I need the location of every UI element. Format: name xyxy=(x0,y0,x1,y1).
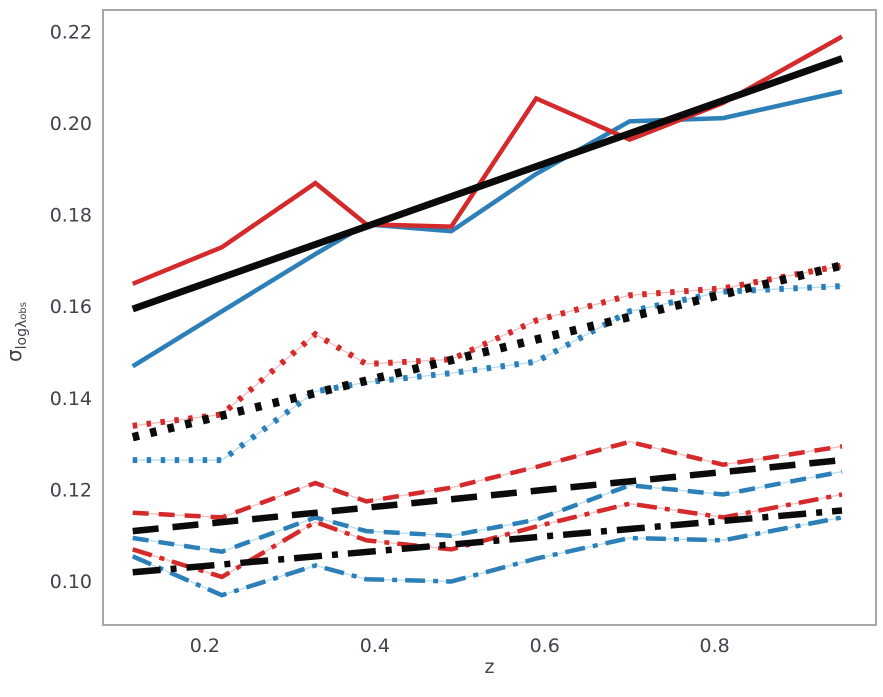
series-red-solid xyxy=(131,34,844,286)
y-axis-label-sub: logλ xyxy=(14,319,30,350)
series-blue-dotted-connector xyxy=(132,285,843,461)
series-blue-solid xyxy=(131,89,843,369)
series-black-dashdot-fit xyxy=(132,507,843,576)
x-axis-label: z xyxy=(484,656,495,678)
plot-border xyxy=(102,9,877,626)
series-red-dashed xyxy=(132,439,843,520)
x-tick-label: 0.8 xyxy=(699,635,729,657)
y-tick-label: 0.10 xyxy=(50,571,92,593)
x-tick-label: 0.4 xyxy=(360,635,390,657)
y-tick-label: 0.16 xyxy=(50,296,92,318)
y-axis-label: σlogλobs xyxy=(2,272,30,392)
series-blue-dashdot xyxy=(131,515,843,598)
y-tick-label: 0.14 xyxy=(50,388,92,410)
x-tick-label: 0.2 xyxy=(190,635,220,657)
y-axis-label-subsub: obs xyxy=(18,302,29,320)
y-tick-label: 0.22 xyxy=(50,22,92,44)
y-tick-label: 0.12 xyxy=(50,479,92,501)
series-black-dotted-fit xyxy=(131,261,843,442)
series-blue-dashed xyxy=(132,469,843,555)
series-black-solid-fit xyxy=(131,55,844,313)
y-tick-label: 0.18 xyxy=(50,205,92,227)
series-red-dotted xyxy=(132,262,843,429)
series-blue-dotted xyxy=(132,283,843,464)
y-axis-label-sigma: σ xyxy=(2,349,26,363)
x-tick-label: 0.6 xyxy=(530,635,560,657)
y-tick-label: 0.20 xyxy=(50,113,92,135)
